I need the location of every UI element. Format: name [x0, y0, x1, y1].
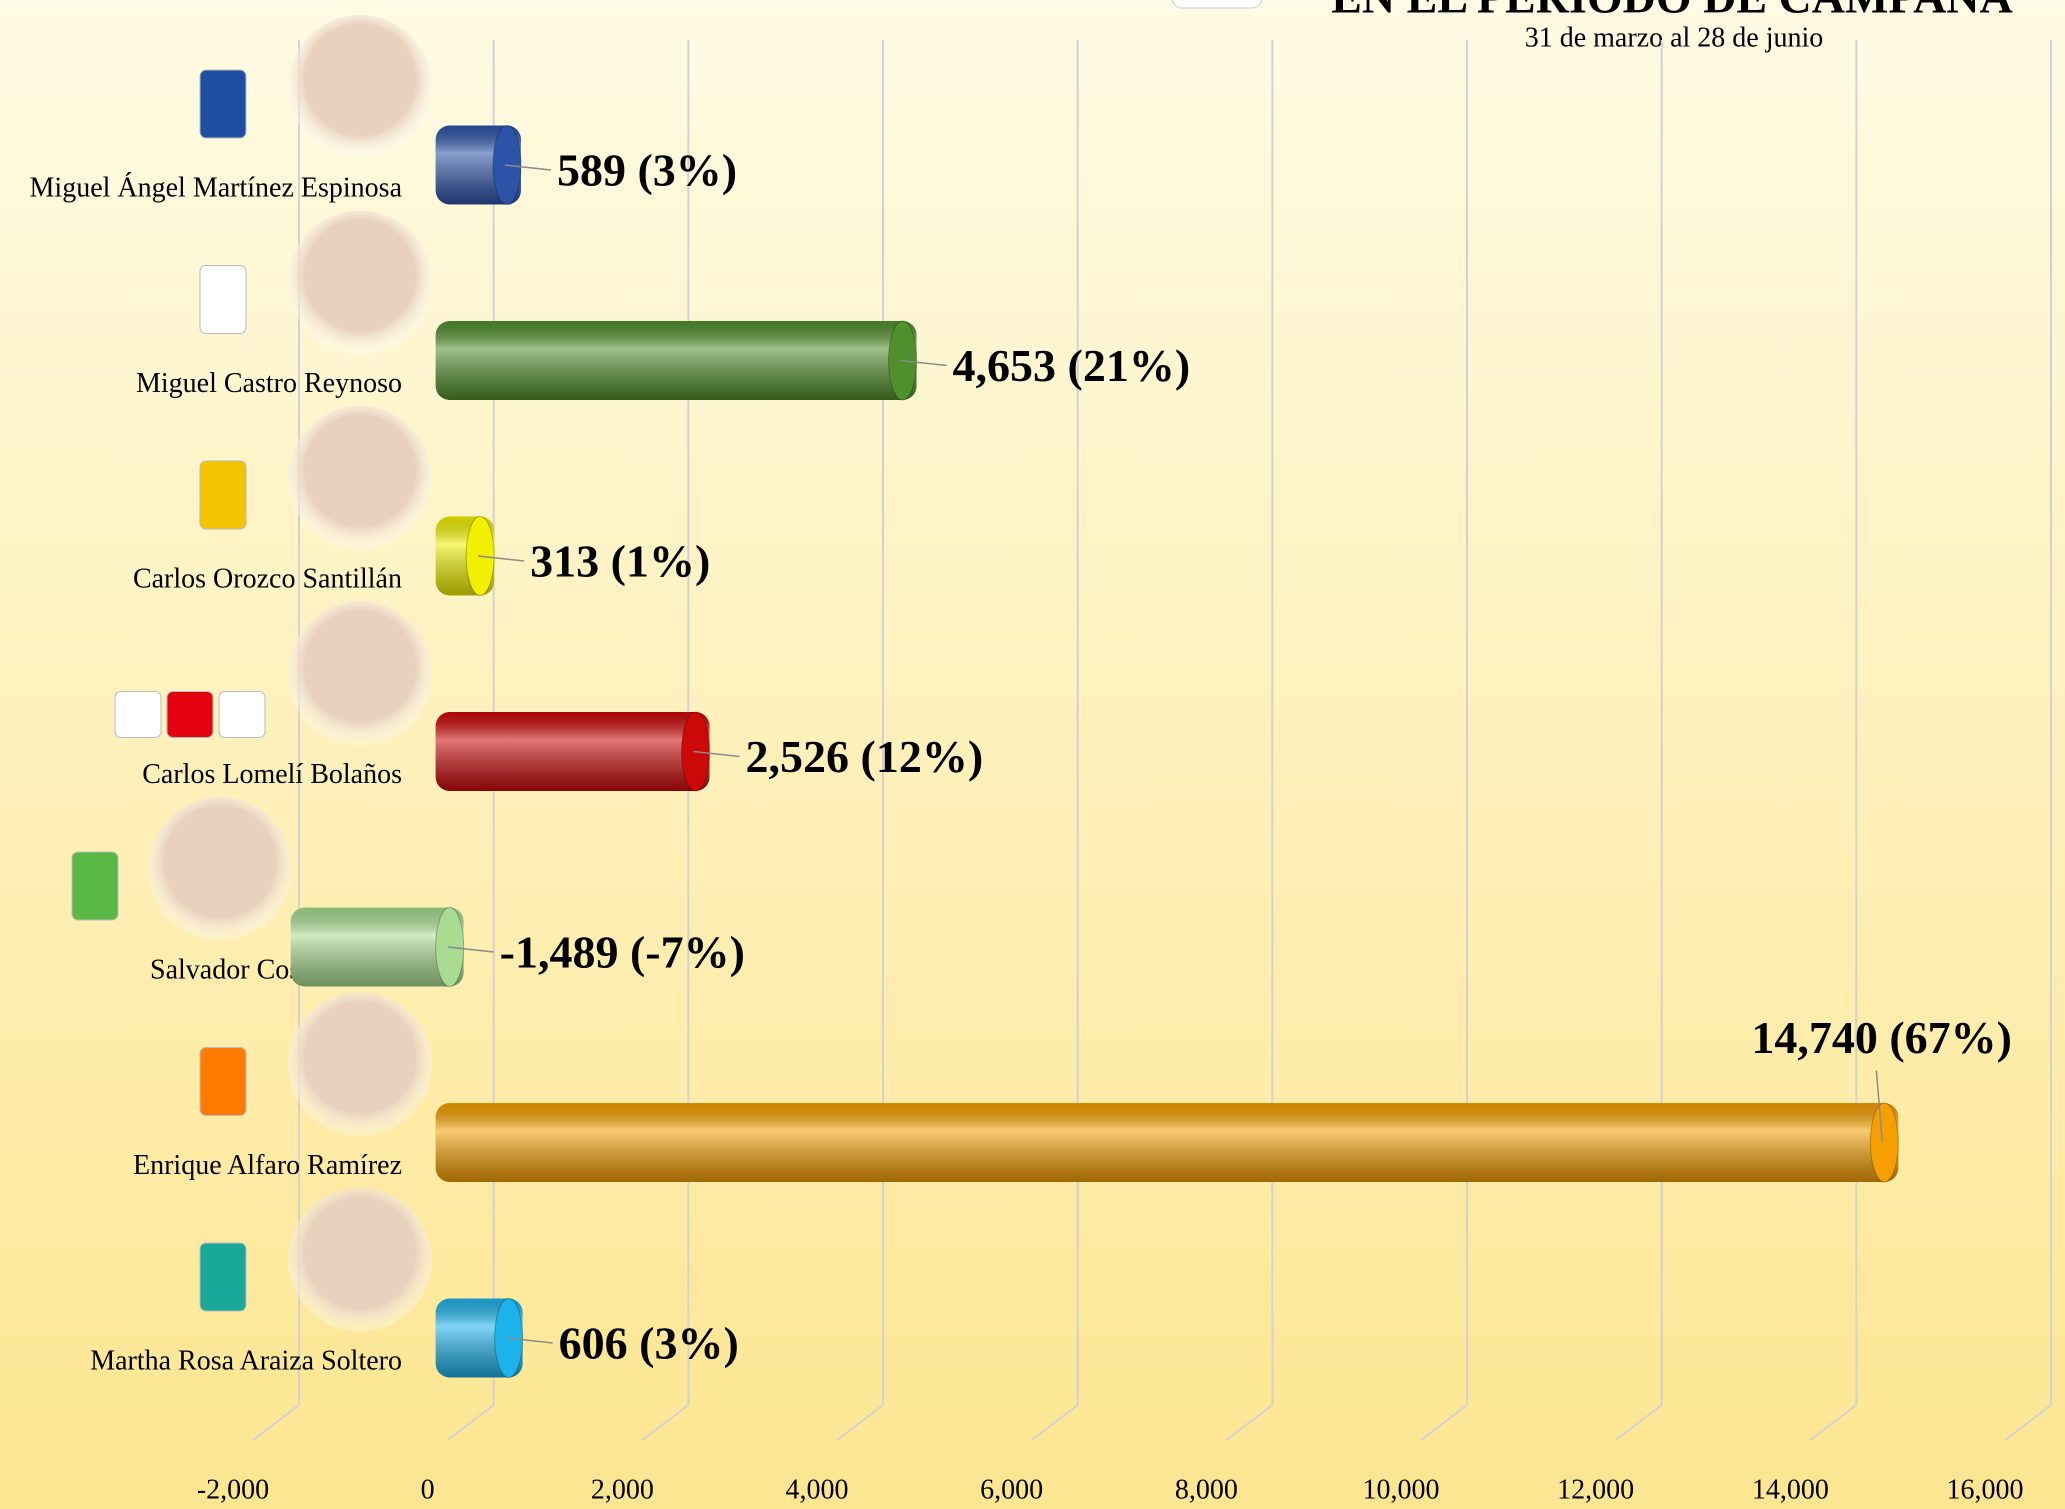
x-tick-label: 4,000	[786, 1474, 849, 1505]
candidate-photo	[288, 15, 432, 159]
x-tick-label: 8,000	[1175, 1474, 1238, 1505]
x-tick-label: -2,000	[197, 1474, 269, 1505]
party-logo	[115, 692, 161, 738]
x-tick-label: 2,000	[591, 1474, 654, 1505]
value-label: 14,740 (67%)	[1751, 1012, 2012, 1063]
value-label: 2,526 (12%)	[746, 731, 984, 782]
candidate-photo	[288, 602, 432, 746]
chart: EN EL PERIODO DE CAMPAÑA 31 de marzo al …	[0, 0, 2065, 1509]
value-label: 589 (3%)	[557, 145, 737, 196]
candidate-photo	[288, 211, 432, 355]
party-logo	[167, 692, 213, 738]
candidate-photo	[288, 1188, 432, 1332]
value-label: 313 (1%)	[530, 536, 710, 587]
x-tick-label: 10,000	[1363, 1474, 1440, 1505]
party-logo	[200, 1048, 246, 1116]
category-label: Enrique Alfaro Ramírez	[133, 1150, 402, 1181]
x-tick-label: 16,000	[1947, 1474, 2024, 1505]
x-tick-label: 14,000	[1752, 1474, 1829, 1505]
value-label: 4,653 (21%)	[953, 340, 1191, 391]
chart-title: EN EL PERIODO DE CAMPAÑA	[1331, 0, 2013, 23]
category-label: Carlos Orozco Santillán	[133, 563, 402, 594]
x-tick-label: 6,000	[980, 1474, 1043, 1505]
party-logo	[200, 461, 246, 529]
category-label: Miguel Castro Reynoso	[136, 368, 402, 399]
bar-shade	[436, 321, 917, 400]
category-label: Martha Rosa Araiza Soltero	[90, 1345, 402, 1376]
party-logo	[200, 70, 246, 138]
page: EN EL PERIODO DE CAMPAÑA 31 de marzo al …	[0, 0, 2065, 1509]
candidate-photo	[288, 406, 432, 550]
party-logo	[219, 692, 265, 738]
party-logo	[72, 852, 118, 920]
legend-box	[1172, 0, 1262, 8]
x-tick-label: 0	[421, 1474, 435, 1505]
x-tick-label: 12,000	[1557, 1474, 1634, 1505]
bar-shade	[436, 1103, 1899, 1182]
value-label: 606 (3%)	[559, 1318, 739, 1369]
party-logo	[200, 1243, 246, 1311]
value-label: -1,489 (-7%)	[500, 927, 745, 978]
category-label: Miguel Ángel Martínez Espinosa	[30, 172, 403, 203]
chart-subtitle: 31 de marzo al 28 de junio	[1525, 22, 1824, 53]
candidate-photo	[288, 993, 432, 1137]
bar-shade	[436, 712, 710, 791]
bar-cap	[1870, 1103, 1898, 1182]
category-label: Carlos Lomelí Bolaños	[142, 759, 402, 790]
candidate-photo	[148, 797, 292, 941]
party-logo	[200, 266, 246, 334]
